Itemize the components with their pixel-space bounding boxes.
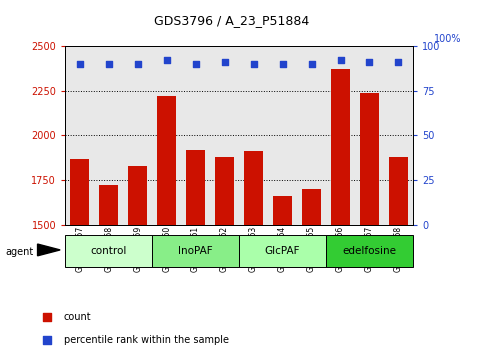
Bar bbox=[273, 196, 292, 354]
Bar bbox=[244, 152, 263, 354]
Text: GlcPAF: GlcPAF bbox=[265, 246, 300, 256]
Point bbox=[192, 61, 199, 67]
Bar bbox=[239, 235, 326, 267]
Bar bbox=[99, 185, 118, 354]
Bar bbox=[326, 235, 413, 267]
Point bbox=[76, 61, 84, 67]
Point bbox=[308, 61, 315, 67]
Bar bbox=[65, 235, 152, 267]
Point bbox=[358, 23, 366, 29]
Bar bbox=[331, 69, 350, 354]
Bar bbox=[302, 189, 321, 354]
Bar bbox=[128, 166, 147, 354]
Point bbox=[395, 59, 402, 65]
Bar bbox=[71, 159, 89, 354]
Point bbox=[134, 61, 142, 67]
Text: GDS3796 / A_23_P51884: GDS3796 / A_23_P51884 bbox=[154, 14, 310, 27]
Text: control: control bbox=[90, 246, 127, 256]
Point bbox=[163, 57, 170, 63]
Bar bbox=[215, 157, 234, 354]
Point bbox=[366, 59, 373, 65]
Text: edelfosine: edelfosine bbox=[342, 246, 397, 256]
Point bbox=[279, 61, 286, 67]
Text: count: count bbox=[64, 312, 91, 322]
Point bbox=[105, 61, 113, 67]
Point bbox=[337, 57, 344, 63]
Bar bbox=[360, 92, 379, 354]
Point bbox=[358, 233, 366, 238]
Text: percentile rank within the sample: percentile rank within the sample bbox=[64, 335, 228, 346]
Text: agent: agent bbox=[6, 247, 34, 257]
Bar bbox=[157, 96, 176, 354]
Polygon shape bbox=[38, 244, 60, 256]
Text: InoPAF: InoPAF bbox=[178, 246, 213, 256]
Y-axis label: 100%: 100% bbox=[434, 34, 461, 44]
Bar bbox=[186, 150, 205, 354]
Point bbox=[250, 61, 257, 67]
Point bbox=[221, 59, 228, 65]
Bar bbox=[389, 157, 408, 354]
Bar bbox=[152, 235, 239, 267]
